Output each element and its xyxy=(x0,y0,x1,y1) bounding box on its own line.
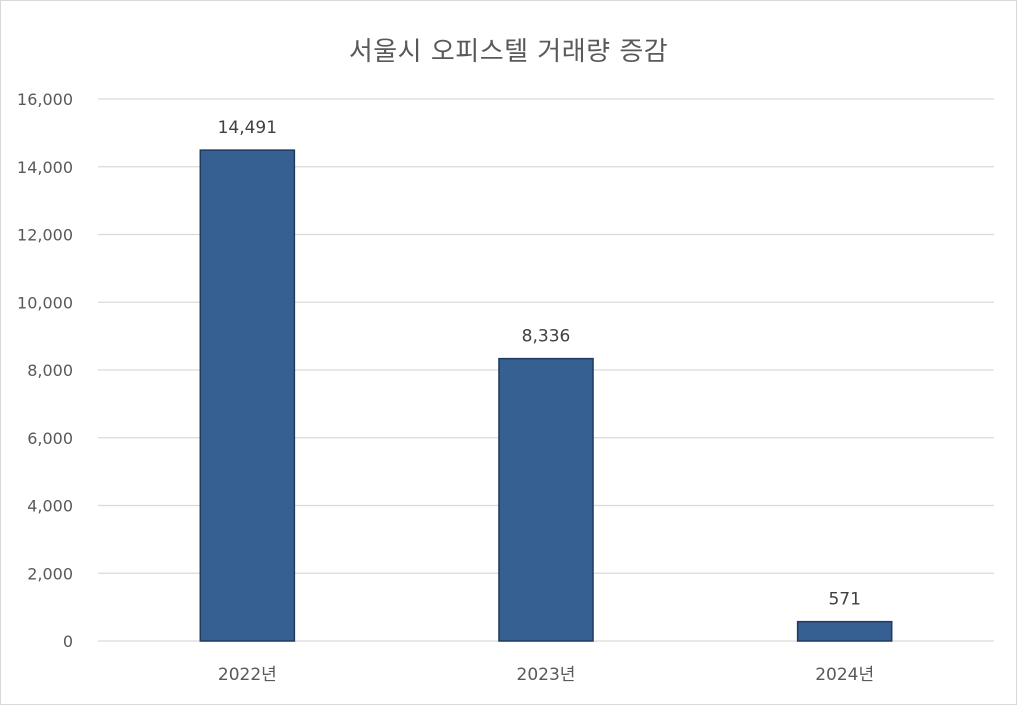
x-category-label: 2024년 xyxy=(815,665,874,685)
y-tick-label: 12,000 xyxy=(17,226,73,245)
x-axis-category-labels: 2022년 2023년 2024년 xyxy=(218,665,874,685)
y-tick-label: 16,000 xyxy=(17,90,73,109)
bar-2023년 xyxy=(498,357,594,642)
y-tick-label: 2,000 xyxy=(27,564,73,583)
data-label: 8,336 xyxy=(522,327,571,347)
bars xyxy=(199,149,893,642)
data-labels: 14,491 8,336 571 xyxy=(218,118,861,610)
y-tick-label: 14,000 xyxy=(17,158,73,177)
x-category-label: 2023년 xyxy=(517,665,576,685)
chart-title: 서울시 오피스텔 거래량 증감 xyxy=(348,37,669,67)
y-tick-label: 6,000 xyxy=(27,429,73,448)
y-axis-tick-labels: 0 2,000 4,000 6,000 8,000 10,000 12,000 14,000 1… xyxy=(17,90,73,651)
data-label: 571 xyxy=(828,590,860,610)
y-tick-label: 8,000 xyxy=(27,361,73,380)
x-category-label: 2022년 xyxy=(218,665,277,685)
y-tick-label: 4,000 xyxy=(27,497,73,516)
y-tick-label: 0 xyxy=(63,632,73,651)
data-label: 14,491 xyxy=(218,118,277,138)
y-tick-label: 10,000 xyxy=(17,293,73,312)
bar-2024년 xyxy=(796,620,893,642)
bar-2022년 xyxy=(199,149,296,642)
